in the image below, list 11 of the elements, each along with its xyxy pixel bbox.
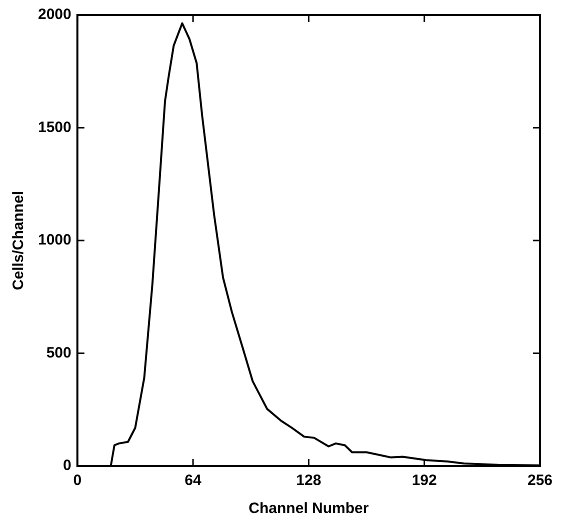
x-tick-label: 64 bbox=[184, 472, 202, 490]
x-tick-label: 192 bbox=[412, 472, 437, 490]
y-tick-label: 500 bbox=[46, 344, 72, 362]
y-tick-label: 1500 bbox=[38, 118, 72, 136]
x-tick-label: 256 bbox=[527, 472, 553, 490]
y-tick-label: 1000 bbox=[38, 232, 72, 249]
y-tick-label: 0 bbox=[63, 457, 72, 474]
x-axis-title: Channel Number bbox=[248, 500, 369, 518]
y-axis-title: Cells/Channel bbox=[10, 190, 28, 290]
y-tick-label: 2000 bbox=[38, 6, 72, 24]
x-tick-label: 128 bbox=[296, 472, 322, 490]
